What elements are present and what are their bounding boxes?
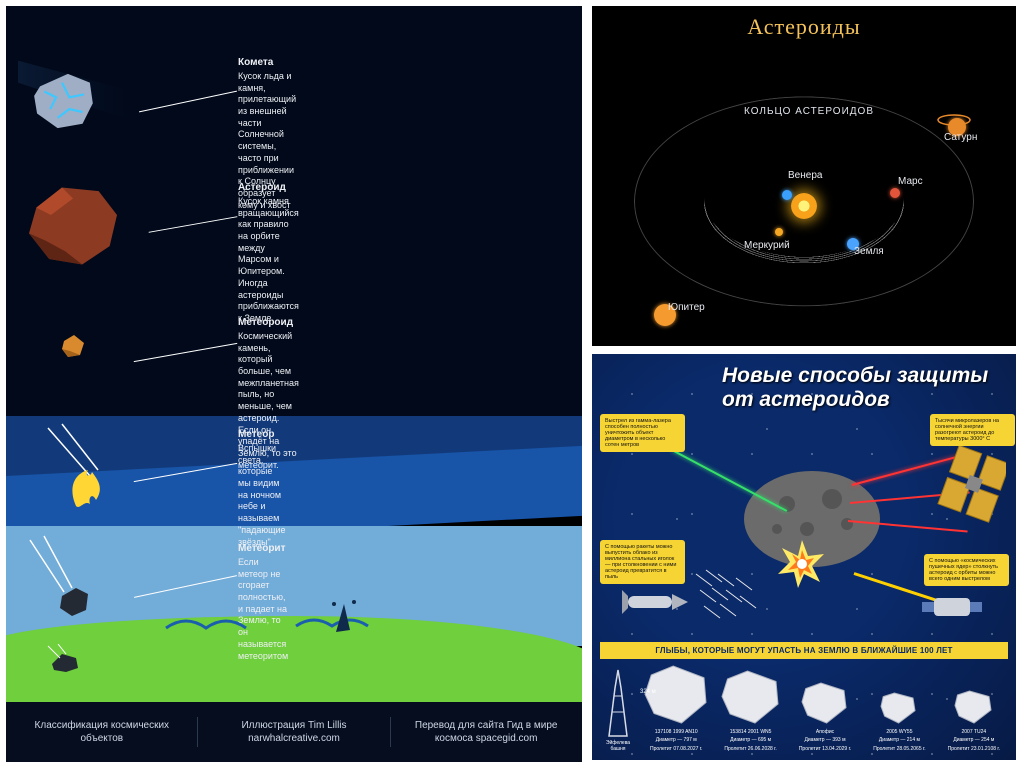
ground-meteorite-icon bbox=[46, 644, 86, 674]
separator bbox=[197, 717, 198, 747]
saturn-ring-icon bbox=[936, 108, 972, 132]
item-asteroid: Астероид Кусок камня вращающийся как пра… bbox=[18, 176, 128, 276]
chunk-icon bbox=[800, 681, 850, 727]
chunk-2: Апофис Диаметр — 393 м Пролетит 13.04.20… bbox=[791, 681, 859, 753]
meteoroid-icon bbox=[18, 316, 128, 376]
rocket-icon bbox=[622, 584, 692, 620]
defense-title: Новые способы защиты от астероидов bbox=[592, 354, 1016, 412]
meteor-desc: Вспышки света, которые мы видим на ночно… bbox=[238, 443, 286, 547]
callout-1: Тысячи микролазеров на солнечной энергии… bbox=[930, 414, 1015, 446]
chunk-name: 137108 1999 AN10 bbox=[655, 730, 698, 736]
chunk-date: Пролетит 23.01.2108 г. bbox=[948, 747, 1000, 753]
chunk-date: Пролетит 28.05.2065 г. bbox=[873, 747, 925, 753]
chunk-icon bbox=[953, 689, 995, 727]
chunk-diam: Диаметр — 797 м bbox=[656, 738, 697, 744]
planet-label-сатурн: Сатурн bbox=[944, 132, 977, 143]
chunk-icon bbox=[720, 669, 782, 727]
asteroid-belt-panel: Астероиды КОЛЬЦО АСТЕРОИДОВ Венера Меркур… bbox=[592, 6, 1016, 346]
callout-0: Выстрел из гамма-лазера способен полност… bbox=[600, 414, 685, 452]
chunk-4: 2007 TU24 Диаметр — 254 м Пролетит 23.01… bbox=[940, 689, 1008, 753]
chunk-date: Пролетит 07.08.2027 г. bbox=[650, 747, 702, 753]
classification-panel: Комета Кусок льда и камня, прилетающий и… bbox=[6, 6, 582, 762]
chunk-name: 153814 2001 WN5 bbox=[730, 730, 772, 736]
meteor-title: Метеор bbox=[238, 428, 286, 441]
planet-label-меркурий: Меркурий bbox=[744, 240, 790, 251]
item-meteor: Метеор Вспышки света, которые мы видим н… bbox=[18, 418, 128, 518]
needle-cloud-icon bbox=[692, 568, 772, 628]
chunk-diam: Диаметр — 254 м bbox=[953, 738, 994, 744]
planet-венера bbox=[782, 190, 792, 200]
eiffel-icon bbox=[605, 668, 631, 738]
item-comet: Комета Кусок льда и камня, прилетающий и… bbox=[18, 46, 128, 156]
planet-label-марс: Марс bbox=[898, 176, 923, 187]
eiffel-height: 324 м bbox=[640, 689, 656, 696]
defense-panel: Новые способы защиты от астероидов bbox=[592, 354, 1016, 760]
item-meteoroid: Метеороид Космический камень, который бо… bbox=[18, 316, 128, 376]
meteor-icon bbox=[18, 418, 128, 518]
chunk-1: 153814 2001 WN5 Диаметр — 695 м Пролетит… bbox=[716, 669, 784, 753]
meteorite-icon bbox=[18, 532, 128, 632]
chunk-diam: Диаметр — 393 м bbox=[805, 738, 846, 744]
eiffel-label: Эйфелева башня bbox=[600, 741, 636, 752]
item-meteorite: Метеорит Если метеор не сгорает полность… bbox=[18, 532, 128, 632]
asteroid-size-chart: Эйфелева башня 324 м 137108 1999 AN10 Ди… bbox=[600, 664, 1008, 752]
belt-label: КОЛЬЦО АСТЕРОИДОВ bbox=[744, 106, 874, 117]
chunk-date: Пролетит 13.04.2029 г. bbox=[799, 747, 851, 753]
separator bbox=[390, 717, 391, 747]
credits-translation: Перевод для сайта Гид в мире космоса spa… bbox=[406, 719, 566, 745]
callout-3: С помощью «космических пушечных ядер» ст… bbox=[924, 554, 1009, 586]
chunk-name: Апофис bbox=[816, 730, 834, 736]
asteroid-desc: Кусок камня вращающийся как правило на о… bbox=[238, 196, 299, 323]
solar-sail-icon bbox=[936, 446, 1006, 526]
asteroid-title: Астероид bbox=[238, 181, 299, 194]
chunk-3: 2005 WY55 Диаметр — 214 м Пролетит 28.05… bbox=[865, 691, 933, 753]
chunk-icon bbox=[879, 691, 919, 727]
chunk-date: Пролетит 26.06.2028 г. bbox=[724, 747, 776, 753]
eiffel-reference: Эйфелева башня 324 м bbox=[600, 668, 636, 752]
planet-label-земля: Земля bbox=[854, 246, 884, 257]
planet-меркурий bbox=[775, 228, 783, 236]
planet-марс bbox=[890, 188, 900, 198]
credits-classification: Классификация космических объектов bbox=[22, 719, 182, 745]
cannon-probe-icon bbox=[922, 588, 992, 628]
comet-icon bbox=[18, 46, 128, 156]
credits-bar: Классификация космических объектов Иллюс… bbox=[6, 702, 582, 762]
asteroid-icon bbox=[18, 176, 128, 276]
meteorite-title: Метеорит bbox=[238, 542, 288, 555]
planet-label-юпитер: Юпитер bbox=[668, 302, 705, 313]
chunk-0: 137108 1999 AN10 Диаметр — 797 м Пролети… bbox=[642, 664, 710, 753]
chunk-diam: Диаметр — 695 м bbox=[730, 738, 771, 744]
chunk-name: 2005 WY55 bbox=[886, 730, 912, 736]
sun-icon bbox=[791, 193, 817, 219]
callout-2: С помощью ракеты можно выпустить облако … bbox=[600, 540, 685, 584]
comet-title: Комета bbox=[238, 56, 296, 69]
planet-label-венера: Венера bbox=[788, 170, 822, 181]
meteoroid-title: Метеороид bbox=[238, 316, 299, 329]
water-decor bbox=[156, 598, 416, 648]
chunk-name: 2007 TU24 bbox=[962, 730, 987, 736]
credits-illustration: Иллюстрация Tim Lillis narwhalcreative.c… bbox=[214, 719, 374, 745]
chunk-diam: Диаметр — 214 м bbox=[879, 738, 920, 744]
asteroid-belt-title: Астероиды bbox=[592, 6, 1016, 48]
belt-diagram: КОЛЬЦО АСТЕРОИДОВ Венера Меркурий Земля Мар… bbox=[592, 48, 1016, 338]
danger-banner: ГЛЫБЫ, КОТОРЫЕ МОГУТ УПАСТЬ НА ЗЕМЛЮ В Б… bbox=[600, 642, 1008, 659]
